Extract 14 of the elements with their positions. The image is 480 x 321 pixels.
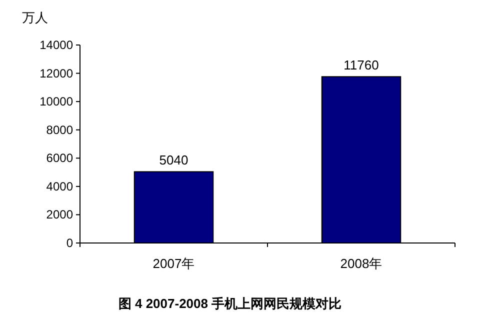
x-tick-label: 2008年 [340, 256, 382, 271]
y-tick-label: 2000 [46, 208, 74, 222]
y-tick-label: 4000 [46, 179, 74, 194]
y-tick-label: 0 [66, 236, 74, 250]
data-label: 5040 [159, 152, 188, 168]
data-label: 11760 [344, 58, 379, 73]
x-tick-label: 2007年 [152, 256, 195, 271]
y-tick-label: 12000 [40, 66, 74, 80]
y-tick-label: 8000 [46, 122, 74, 137]
y-axis-title: 万人 [22, 10, 48, 25]
y-tick-label: 14000 [40, 38, 74, 52]
y-tick-label: 10000 [40, 94, 74, 109]
y-tick-label: 6000 [46, 151, 74, 166]
text: 图 4 2007-2008 手机上网网民规模对比 [118, 296, 342, 311]
